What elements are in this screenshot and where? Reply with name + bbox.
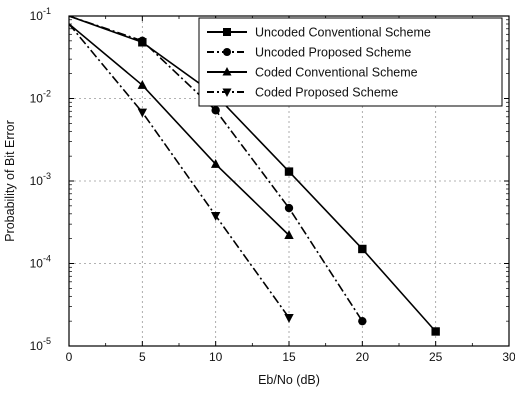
legend-box	[198, 17, 503, 107]
series-line	[69, 16, 437, 333]
marker-triangle-down	[284, 314, 294, 323]
x-tick-label: 30	[502, 350, 515, 364]
series-4	[69, 23, 294, 323]
marker-circle	[211, 106, 220, 115]
series-2	[69, 16, 367, 326]
series-line	[69, 23, 290, 319]
marker-triangle-down	[222, 88, 232, 97]
marker-circle	[284, 203, 294, 213]
y-tick-label: 10-5	[30, 336, 51, 353]
series-line	[69, 23, 290, 236]
series-3	[69, 23, 294, 239]
y-tick-labels: 10-1 10-2 10-3 10-4 10-5	[30, 6, 51, 353]
marker-square	[431, 327, 440, 336]
x-tick-label: 25	[429, 350, 443, 364]
marker-circle	[358, 316, 367, 326]
x-axis-title: Eb/No (dB)	[258, 373, 320, 387]
marker-square	[358, 244, 367, 254]
marker-circle	[223, 48, 231, 56]
legend-label: Coded Conventional Scheme	[255, 66, 418, 80]
y-tick-label: 10-1	[30, 6, 51, 23]
x-tick-label: 20	[356, 350, 370, 364]
marker-triangle-up	[210, 158, 221, 168]
legend-label: Uncoded Proposed Scheme	[255, 46, 411, 60]
marker-triangle-up	[222, 67, 232, 76]
legend: Uncoded Conventional Scheme Uncoded Propo…	[198, 17, 503, 107]
series-layer	[69, 16, 440, 336]
marker-square	[284, 167, 294, 176]
marker-square	[223, 28, 231, 36]
x-tick-label: 5	[139, 350, 146, 364]
marker-triangle-down	[137, 108, 148, 118]
y-tick-label: 10-3	[30, 171, 51, 188]
x-tick-label: 10	[209, 350, 223, 364]
x-tick-label: 15	[282, 350, 296, 364]
x-tick-labels: 0 5 10 15 20 25 30	[66, 350, 515, 364]
y-axis-title: Probability of Bit Error	[3, 120, 17, 242]
legend-label: Coded Proposed Scheme	[255, 86, 398, 100]
marker-triangle-down	[210, 211, 221, 221]
x-tick-label: 0	[66, 350, 73, 364]
y-tick-label: 10-2	[30, 89, 51, 106]
y-tick-label: 10-4	[30, 254, 51, 271]
marker-circle	[138, 36, 147, 46]
legend-label: Uncoded Conventional Scheme	[255, 26, 431, 40]
marker-triangle-up	[137, 79, 148, 89]
marker-triangle-up	[284, 230, 294, 239]
